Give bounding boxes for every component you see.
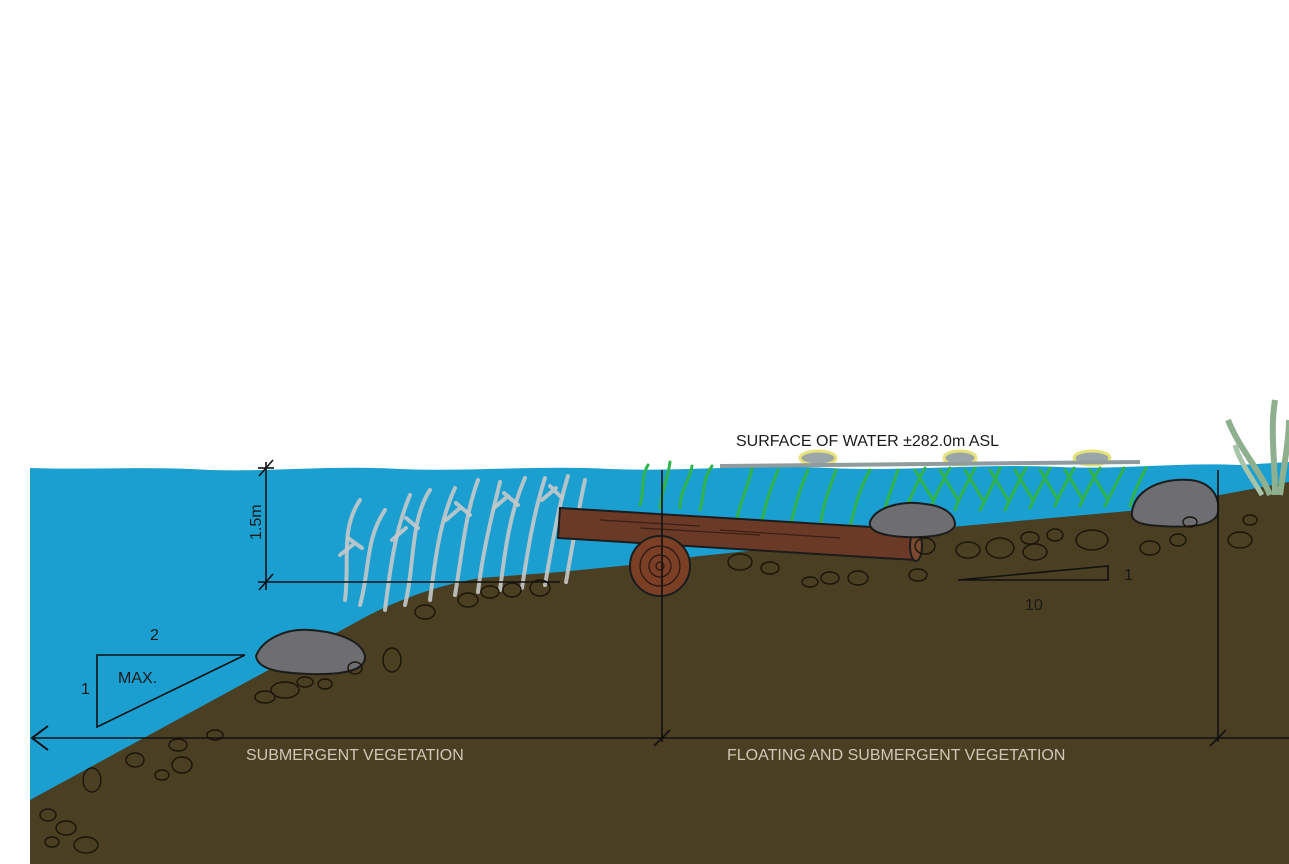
zone-label-floating: FLOATING AND SUBMERGENT VEGETATION bbox=[727, 747, 1065, 764]
zone-baseline bbox=[30, 725, 1289, 751]
surface-label: SURFACE OF WATER ±282.0m ASL bbox=[736, 433, 999, 450]
slope-triangle-steep bbox=[96, 654, 246, 729]
submergent-plants bbox=[338, 474, 587, 612]
slope-steep-run: 2 bbox=[150, 627, 159, 644]
slope-steep-rise: 1 bbox=[81, 681, 90, 698]
rock-icon bbox=[868, 502, 957, 539]
log-icon bbox=[556, 506, 923, 597]
depth-label: 1.5m bbox=[248, 504, 265, 540]
slope-triangle-gentle bbox=[957, 565, 1109, 581]
depth-dimension bbox=[258, 459, 560, 591]
slope-gentle-rise: 1 bbox=[1124, 567, 1133, 584]
slope-gentle-run: 10 bbox=[1025, 597, 1043, 614]
rock-icon bbox=[254, 628, 367, 676]
slope-steep-note: MAX. bbox=[118, 670, 157, 687]
zone-label-submergent: SUBMERGENT VEGETATION bbox=[246, 747, 464, 764]
pebble-icon bbox=[39, 514, 1258, 854]
soil-bank bbox=[30, 482, 1289, 864]
